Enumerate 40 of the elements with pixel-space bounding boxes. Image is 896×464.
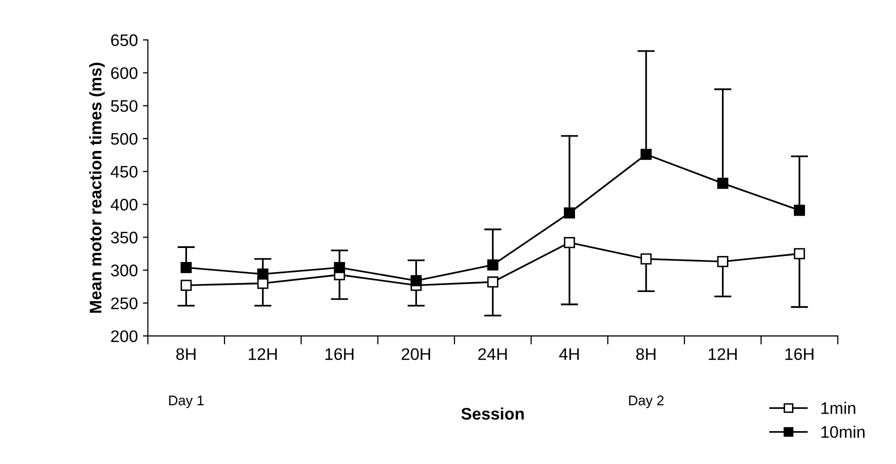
x-tick-label: 16H [785, 348, 814, 360]
point [180, 280, 192, 291]
point [640, 148, 652, 160]
point [334, 262, 346, 274]
point [257, 268, 268, 280]
y-tick-label: 650 [111, 34, 138, 46]
y-tick-label: 350 [110, 232, 138, 244]
y-tick-label: 400 [110, 198, 138, 211]
x-axis-title: Session [461, 407, 524, 420]
point [564, 207, 576, 218]
text: Day 1 [169, 396, 204, 408]
y-tick-label: 550 [110, 100, 138, 112]
point [564, 236, 576, 248]
x-tick-label: 12H [248, 348, 277, 360]
point [487, 276, 498, 288]
y-axis-title: Mean motor reaction times (ms) [89, 62, 105, 313]
x-tick-label: 20H [402, 348, 430, 360]
x-tick-label: 4H [559, 348, 579, 360]
y-tick-label: 250 [111, 297, 138, 310]
y-tick-label: 200 [111, 330, 138, 342]
y-tick-label: 450 [110, 166, 138, 178]
x-tick-label: 12H [708, 348, 737, 360]
point [487, 259, 498, 270]
point [180, 262, 192, 274]
legend-label: 10min [821, 426, 865, 438]
x-tick-label: 8H [636, 348, 656, 360]
y-tick-label: 600 [111, 67, 138, 79]
point [794, 248, 805, 260]
x-tick-label: 16H [325, 348, 354, 360]
x-tick-label: 8H [176, 348, 196, 360]
y-tick-label: 500 [110, 132, 138, 145]
point [410, 275, 422, 286]
point [640, 253, 652, 265]
y-tick-label: 300 [110, 264, 138, 276]
point [717, 178, 728, 189]
point [794, 204, 805, 216]
point [717, 256, 728, 268]
legend-label: 1min [821, 402, 856, 414]
x-tick-label: 24H [478, 348, 507, 360]
text: Day 2 [629, 396, 664, 408]
